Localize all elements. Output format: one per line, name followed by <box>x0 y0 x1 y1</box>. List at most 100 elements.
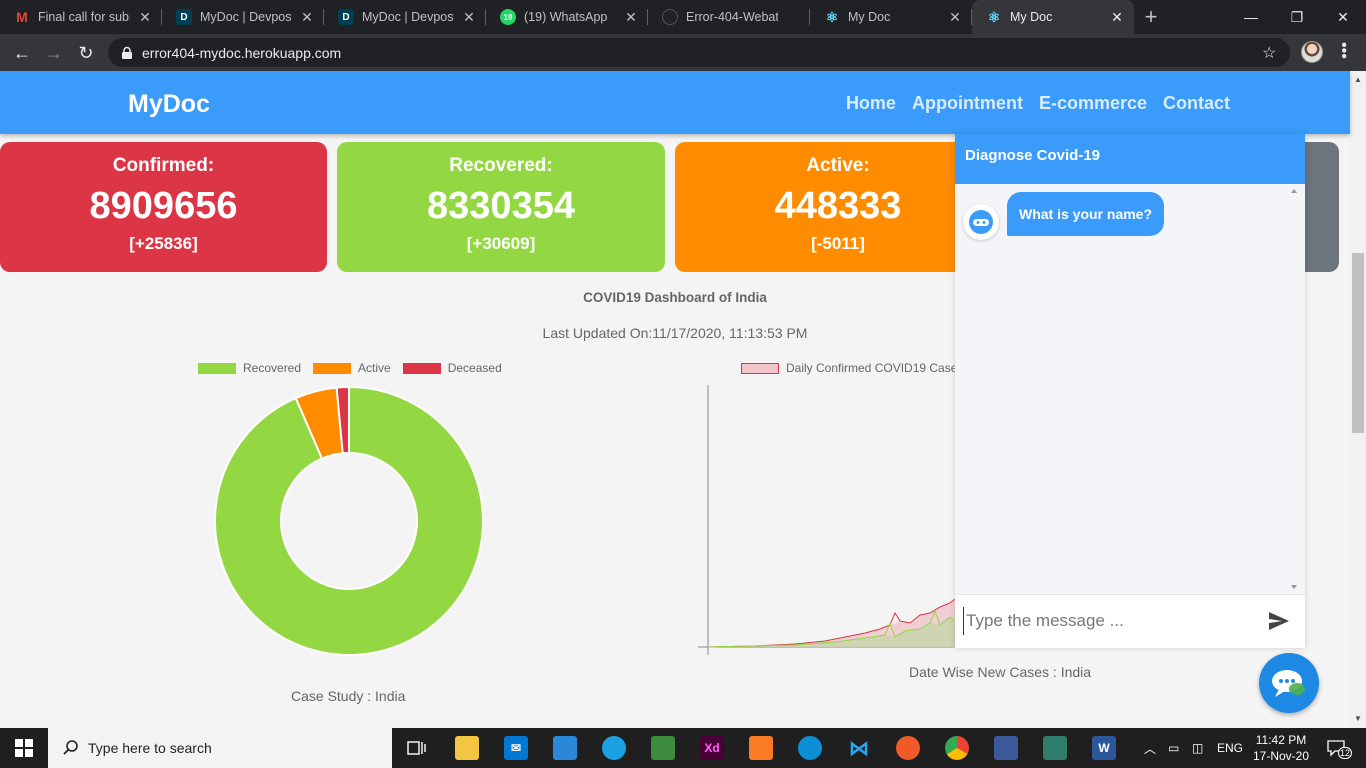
stat-card-recovered: Recovered: 8330354 [+30609] <box>337 142 665 272</box>
tab-title: MyDoc | Devpost <box>362 10 454 24</box>
vscode-icon[interactable]: ⋈ <box>849 737 869 760</box>
bookmark-star-icon[interactable]: ☆ <box>1262 45 1277 62</box>
restore-icon[interactable]: ❐ <box>1290 8 1304 25</box>
taskbar-search[interactable]: Type here to search <box>48 728 392 768</box>
scrollbar-thumb[interactable] <box>1352 253 1364 433</box>
stat-label: Active: <box>806 155 870 176</box>
tab-close-icon[interactable]: ✕ <box>463 8 475 25</box>
postman-icon[interactable] <box>896 736 920 760</box>
send-icon[interactable] <box>1267 609 1291 633</box>
legend-item-deceased[interactable]: Deceased <box>402 361 502 375</box>
bot-avatar-icon <box>963 204 999 240</box>
tab-close-icon[interactable]: ✕ <box>1111 8 1123 25</box>
clock-date: 17-Nov-20 <box>1252 749 1310 763</box>
page-scrollbar[interactable]: ▲ ▼ <box>1350 71 1366 728</box>
line-chart <box>698 385 955 655</box>
stat-card-active: Active: 448333 [-5011] <box>675 142 1001 272</box>
chrome-icon[interactable] <box>945 736 969 760</box>
tab-mydoc-active[interactable]: ⚛ My Doc ✕ <box>972 0 1134 34</box>
tab-close-icon[interactable]: ✕ <box>301 8 313 25</box>
windows-taskbar: Type here to search ✉ Xd ⋈ W ︿ ▭ ◫ ENG 1… <box>0 728 1366 768</box>
tab-close-icon[interactable]: ✕ <box>949 8 961 25</box>
clock-time: 11:42 PM <box>1255 733 1307 747</box>
terminal-icon[interactable] <box>1043 736 1067 760</box>
stat-label: Confirmed: <box>112 155 215 176</box>
site-navbar: MyDoc Home Appointment E-commerce Contac… <box>0 71 1350 134</box>
reload-icon[interactable]: ↻ <box>78 42 94 63</box>
edge-icon[interactable] <box>798 736 822 760</box>
pie-slice-deceased[interactable] <box>335 385 350 455</box>
news-icon[interactable] <box>553 736 577 760</box>
daily-cases-area <box>708 599 955 647</box>
stat-value: 8909656 <box>89 185 238 227</box>
chat-scrollbar[interactable] <box>1289 184 1299 594</box>
battery-icon[interactable]: ▭ <box>1168 741 1180 755</box>
legend-item-recovered[interactable]: Recovered <box>198 361 301 375</box>
pie-slice-recovered[interactable] <box>214 385 484 656</box>
file-explorer-icon[interactable] <box>455 736 479 760</box>
recovered-area <box>708 617 955 647</box>
close-window-icon[interactable]: ✕ <box>1337 8 1349 25</box>
tab-title: Final call for submi <box>38 10 130 24</box>
gmail-icon: M <box>16 9 28 25</box>
search-placeholder: Type here to search <box>88 740 212 756</box>
app-icon[interactable] <box>602 736 626 760</box>
network-icon[interactable]: ◫ <box>1192 741 1204 755</box>
tab-devpost-2[interactable]: D MyDoc | Devpost ✕ <box>324 0 486 34</box>
tab-close-icon[interactable]: ✕ <box>139 8 151 25</box>
stat-card-confirmed: Confirmed: 8909656 [+25836] <box>0 142 327 272</box>
profile-avatar[interactable] <box>1301 41 1323 63</box>
site-brand[interactable]: MyDoc <box>128 90 210 118</box>
editor-icon[interactable] <box>651 736 675 760</box>
chat-title: Diagnose Covid-19 <box>955 134 1305 184</box>
last-updated-text: Last Updated On:11/17/2020, 11:13:53 PM <box>542 325 808 341</box>
nav-link-home[interactable]: Home <box>845 93 896 113</box>
nav-link-appointment[interactable]: Appointment <box>911 93 1023 113</box>
devpost-icon: D <box>338 9 354 25</box>
notification-center-icon[interactable]: 12 <box>1326 728 1353 768</box>
tray-up-arrow-icon[interactable]: ︿ <box>1144 741 1157 756</box>
tab-close-icon[interactable]: ✕ <box>625 8 637 25</box>
mail-icon[interactable]: ✉ <box>504 736 528 760</box>
nav-link-contact[interactable]: Contact <box>1163 93 1230 113</box>
forward-arrow-icon[interactable]: → <box>45 42 63 63</box>
chat-toggle-button[interactable] <box>1259 653 1319 713</box>
tab-gmail[interactable]: M Final call for submi ✕ <box>0 0 162 34</box>
back-arrow-icon[interactable]: ← <box>13 42 31 63</box>
word-icon[interactable]: W <box>1092 736 1116 760</box>
react-icon: ⚛ <box>825 8 839 25</box>
devpost-icon: D <box>176 9 192 25</box>
legend-item-active[interactable]: Active <box>313 361 391 375</box>
tab-title: (19) WhatsApp <box>524 10 608 24</box>
doughnut-chart <box>214 385 484 656</box>
chat-message-input[interactable] <box>963 607 1253 635</box>
taskbar-clock[interactable]: 11:42 PM 17-Nov-20 <box>1246 732 1316 764</box>
media-icon[interactable] <box>994 736 1018 760</box>
dashboard-title: COVID19 Dashboard of India <box>583 290 767 305</box>
whatsapp-icon: 19 <box>500 9 516 25</box>
stat-delta: [+30609] <box>466 234 536 253</box>
task-view-icon[interactable] <box>405 736 429 760</box>
stat-delta: [-5011] <box>811 234 865 253</box>
page-viewport: MyDoc Home Appointment E-commerce Contac… <box>0 71 1366 728</box>
tab-devpost-1[interactable]: D MyDoc | Devpost ✕ <box>162 0 324 34</box>
stat-value: 448333 <box>774 185 902 227</box>
tab-whatsapp[interactable]: 19 (19) WhatsApp ✕ <box>486 0 648 34</box>
line-legend: Daily Confirmed COVID19 Case <box>741 361 969 375</box>
stat-delta: [+25836] <box>129 234 198 253</box>
xampp-icon[interactable] <box>749 736 773 760</box>
language-indicator[interactable]: ENG <box>1217 741 1244 755</box>
browser-menu-icon[interactable]: ••• <box>1335 42 1352 59</box>
browser-toolbar: ← → ↻ error404-mydoc.herokuapp.com ☆ <box>0 34 1366 71</box>
minimize-icon[interactable]: — <box>1244 9 1258 25</box>
tab-github[interactable]: Error-404-Webath <box>648 0 810 34</box>
tab-mydoc-1[interactable]: ⚛ My Doc ✕ <box>810 0 972 34</box>
adobe-xd-icon[interactable]: Xd <box>700 736 724 760</box>
chat-messages: What is your name? <box>955 184 1305 594</box>
windows-start-icon[interactable] <box>0 728 48 768</box>
address-bar[interactable]: error404-mydoc.herokuapp.com <box>108 38 1290 67</box>
url-text: error404-mydoc.herokuapp.com <box>142 44 342 61</box>
legend-item-daily-confirmed[interactable]: Daily Confirmed COVID19 Case <box>741 361 957 375</box>
new-tab-button[interactable]: + <box>1144 4 1158 29</box>
nav-link-ecommerce[interactable]: E-commerce <box>1038 93 1147 113</box>
